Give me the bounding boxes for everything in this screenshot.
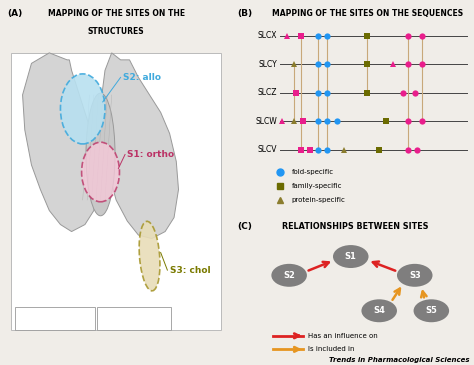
Text: (B): (B) (237, 9, 252, 19)
Text: SLCW: SLCW (255, 117, 277, 126)
Ellipse shape (362, 299, 397, 322)
Text: S1: ortho: S1: ortho (127, 150, 174, 159)
Text: STRUCTURES: STRUCTURES (88, 27, 145, 35)
Text: S5: S5 (425, 306, 438, 315)
Text: S2: S2 (283, 271, 295, 280)
Text: Scaffold domain: Scaffold domain (29, 316, 80, 321)
Text: Has an influence on: Has an influence on (308, 333, 378, 339)
Ellipse shape (271, 264, 307, 287)
Text: Trends in Pharmacological Sciences: Trends in Pharmacological Sciences (329, 357, 469, 363)
Ellipse shape (139, 221, 160, 291)
Text: SLCV: SLCV (258, 145, 277, 154)
Text: SLCX: SLCX (258, 31, 277, 40)
FancyBboxPatch shape (15, 307, 95, 330)
Ellipse shape (333, 245, 368, 268)
Text: (A): (A) (7, 9, 22, 18)
Text: MAPPING OF THE SITES ON THE: MAPPING OF THE SITES ON THE (47, 9, 185, 18)
Ellipse shape (86, 93, 115, 216)
Text: family-specific: family-specific (292, 183, 342, 189)
Text: RELATIONSHIPS BETWEEN SITES: RELATIONSHIPS BETWEEN SITES (282, 222, 429, 231)
Ellipse shape (397, 264, 432, 287)
Text: SLCZ: SLCZ (258, 88, 277, 97)
Circle shape (82, 142, 119, 202)
Text: fold-specific: fold-specific (292, 169, 334, 174)
Text: SLCY: SLCY (258, 60, 277, 69)
Polygon shape (100, 53, 179, 239)
Text: S4: S4 (373, 306, 385, 315)
FancyBboxPatch shape (97, 307, 171, 330)
FancyBboxPatch shape (11, 53, 221, 330)
Text: S2: allo: S2: allo (123, 73, 161, 82)
Ellipse shape (413, 299, 449, 322)
Circle shape (60, 74, 105, 144)
Text: S1: S1 (345, 252, 357, 261)
Text: Is included in: Is included in (308, 346, 355, 352)
Polygon shape (23, 53, 98, 231)
Text: S3: S3 (409, 271, 420, 280)
Text: Mobile domain: Mobile domain (111, 316, 157, 321)
Text: MAPPING OF THE SITES ON THE SEQUENCES: MAPPING OF THE SITES ON THE SEQUENCES (272, 9, 463, 19)
Text: protein-specific: protein-specific (292, 197, 346, 203)
Text: (C): (C) (237, 222, 252, 231)
Text: S3: chol: S3: chol (170, 266, 210, 274)
